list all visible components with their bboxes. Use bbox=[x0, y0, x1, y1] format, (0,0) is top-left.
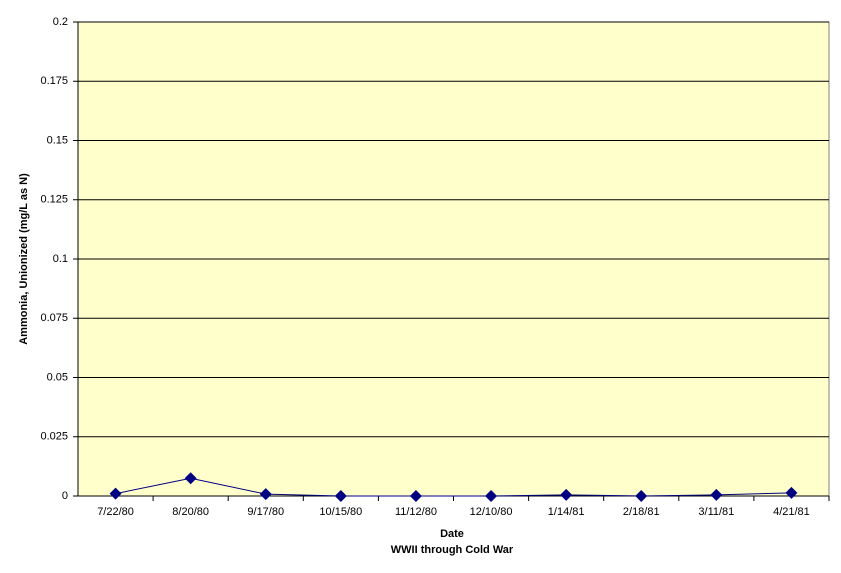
x-tick-label: 12/10/80 bbox=[470, 506, 513, 518]
data-point bbox=[485, 490, 498, 502]
data-point bbox=[785, 486, 798, 499]
y-tick-label: 0.075 bbox=[40, 312, 68, 324]
x-axis-subtitle: WWII through Cold War bbox=[391, 544, 514, 556]
y-axis-title: Ammonia, Unionized (mg/L as N) bbox=[18, 173, 30, 345]
data-point bbox=[184, 472, 197, 485]
data-point bbox=[710, 488, 723, 501]
data-point bbox=[109, 487, 122, 500]
y-tick-label: 0.2 bbox=[53, 16, 68, 28]
data-point bbox=[259, 488, 272, 501]
x-tick-label: 4/21/81 bbox=[773, 506, 810, 518]
x-axis-title: Date bbox=[440, 528, 464, 540]
y-tick-label: 0 bbox=[62, 490, 68, 502]
y-tick-label: 0.025 bbox=[40, 431, 68, 443]
data-point bbox=[334, 490, 347, 502]
x-tick-label: 10/15/80 bbox=[319, 506, 362, 518]
series-line bbox=[115, 477, 792, 497]
x-tick-label: 2/18/81 bbox=[623, 506, 660, 518]
y-tick-label: 0.1 bbox=[53, 253, 68, 265]
y-tick-label: 0.175 bbox=[40, 75, 68, 87]
y-tick-label: 0.125 bbox=[40, 194, 68, 206]
y-tick-label: 0.15 bbox=[47, 134, 68, 146]
x-tick-label: 8/20/80 bbox=[172, 506, 209, 518]
x-tick-label: 11/12/80 bbox=[395, 506, 437, 518]
data-point bbox=[409, 490, 422, 502]
data-point bbox=[635, 490, 648, 502]
x-tick-label: 9/17/80 bbox=[247, 506, 284, 518]
x-tick-label: 1/14/81 bbox=[548, 506, 585, 518]
x-tick-label: 7/22/80 bbox=[97, 506, 134, 518]
x-tick-label: 3/11/81 bbox=[698, 506, 734, 518]
data-point bbox=[560, 488, 573, 501]
y-tick-label: 0.05 bbox=[47, 371, 68, 383]
